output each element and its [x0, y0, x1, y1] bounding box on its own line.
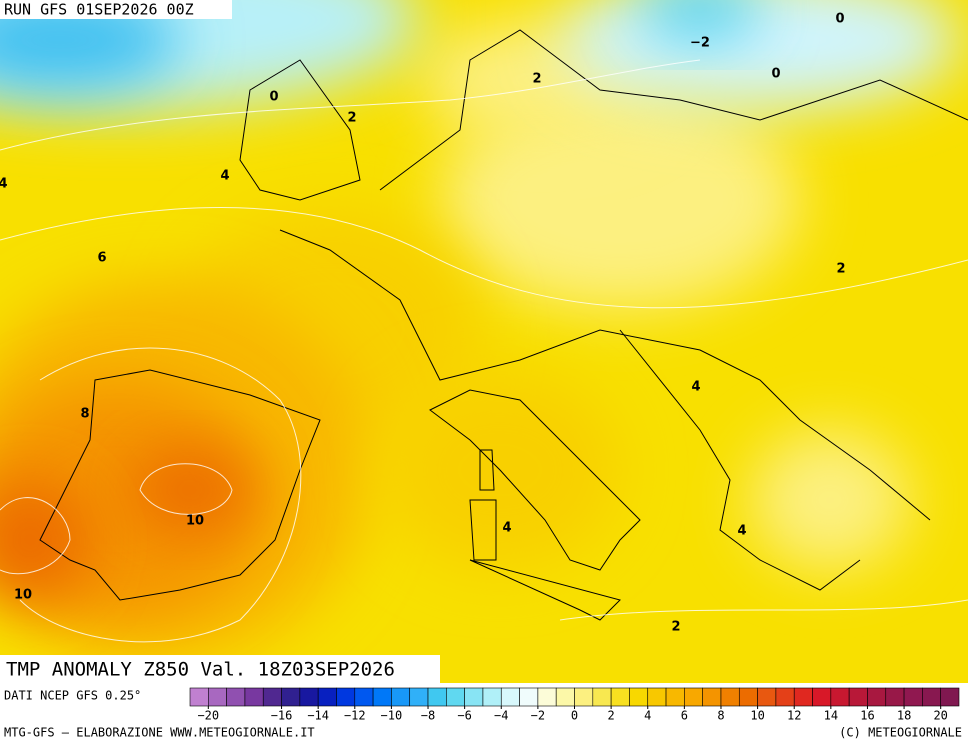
tick-label: 8	[717, 709, 724, 723]
tick-label: −10	[381, 709, 403, 723]
color-box	[940, 687, 960, 707]
tick-label: 4	[644, 709, 651, 723]
contour-label: 2	[671, 620, 680, 635]
color-box	[446, 687, 465, 707]
color-box	[500, 687, 520, 707]
color-box	[208, 687, 227, 707]
map-title: TMP ANOMALY Z850 Val. 18Z03SEP2026	[6, 659, 395, 681]
color-box	[574, 687, 594, 707]
color-box	[464, 687, 484, 707]
color-box	[226, 687, 246, 707]
run-label: RUN GFS 01SEP2026 00Z	[4, 1, 194, 19]
color-box	[903, 687, 923, 707]
color-box	[317, 687, 337, 707]
color-box	[812, 687, 832, 707]
color-box	[281, 687, 301, 707]
footer-left: MTG-GFS — ELABORAZIONE WWW.METEOGIORNALE…	[4, 726, 315, 740]
color-box	[555, 687, 575, 707]
coastlines	[39, 29, 968, 621]
color-box	[244, 687, 264, 707]
color-box	[372, 687, 392, 707]
run-box	[0, 0, 232, 19]
tick-label: 14	[824, 709, 838, 723]
tick-label: −14	[307, 709, 329, 723]
contour-label: 10	[14, 588, 32, 603]
tick-label: −4	[494, 709, 508, 723]
colorbar: −20 −16 −14 −12 −10 −8 −6 −4 −2 0 2 4 6 8 10 12 14 16 18 20	[189, 687, 960, 723]
anomaly-field	[0, 0, 968, 683]
color-box	[610, 687, 630, 707]
contour-label: 4	[691, 380, 700, 395]
contour-label: 0	[771, 67, 780, 82]
color-box	[354, 687, 374, 707]
title-box	[0, 655, 440, 683]
color-box	[647, 687, 667, 707]
color-box	[482, 687, 502, 707]
tick-label: −12	[344, 709, 366, 723]
color-box	[391, 687, 411, 707]
color-box	[738, 687, 758, 707]
color-box	[702, 687, 722, 707]
color-box	[830, 687, 850, 707]
tick-label: 2	[608, 709, 615, 723]
source-label: DATI NCEP GFS 0.25°	[4, 689, 141, 703]
color-box	[629, 687, 649, 707]
isotherms	[0, 59, 968, 643]
contour-label: 2	[532, 72, 541, 87]
contour-label: −2	[690, 36, 710, 51]
color-box	[793, 687, 813, 707]
tick-label: −2	[531, 709, 545, 723]
contour-label: 4	[0, 177, 8, 192]
contour-label: 4	[737, 524, 746, 539]
color-box	[189, 687, 209, 707]
color-box	[848, 687, 868, 707]
color-box	[775, 687, 795, 707]
contour-label: 4	[220, 169, 229, 184]
color-box	[409, 687, 429, 707]
contour-label: 0	[835, 12, 844, 27]
color-box	[665, 687, 685, 707]
contour-label: 0	[269, 90, 278, 105]
contour-label: 2	[347, 111, 356, 126]
color-box	[592, 687, 612, 707]
contour-label: 10	[186, 514, 204, 529]
tick-label: 16	[860, 709, 874, 723]
contour-label: 2	[836, 262, 845, 277]
contour-label: 6	[97, 251, 106, 266]
color-box	[757, 687, 777, 707]
contour-label: 4	[502, 521, 511, 536]
color-box	[519, 687, 539, 707]
tick-label: −16	[271, 709, 293, 723]
tick-label: 12	[787, 709, 801, 723]
tick-label: −20	[197, 709, 219, 723]
color-box	[922, 687, 941, 707]
tick-label: 18	[897, 709, 911, 723]
contour-labels: 0 −2 0 0 2 2 4 4 6 2 4 8 10 4 4 10 2	[0, 12, 846, 635]
color-box	[336, 687, 356, 707]
color-box	[262, 687, 282, 707]
tick-label: −6	[457, 709, 471, 723]
tick-label: −8	[421, 709, 435, 723]
color-box	[885, 687, 905, 707]
footer-right: (C) METEOGIORNALE	[839, 726, 962, 740]
contour-label: 8	[80, 407, 89, 422]
color-box	[720, 687, 740, 707]
tick-label: 20	[933, 709, 947, 723]
tick-label: 0	[571, 709, 578, 723]
color-box	[684, 687, 703, 707]
tick-label: 6	[681, 709, 688, 723]
color-box	[537, 687, 557, 707]
color-box	[299, 687, 319, 707]
color-box	[867, 687, 887, 707]
color-box	[427, 687, 447, 707]
tick-label: 10	[750, 709, 764, 723]
